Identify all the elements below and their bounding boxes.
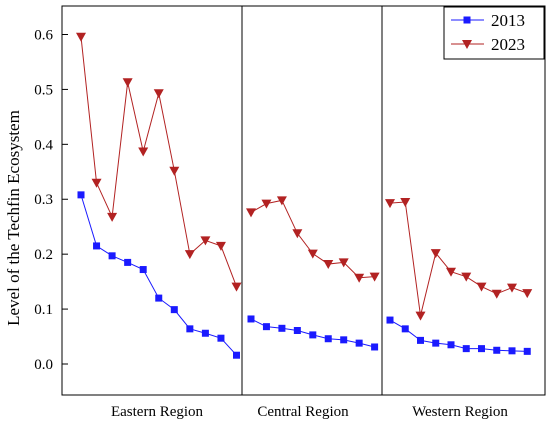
data-point — [122, 78, 133, 88]
data-point — [233, 351, 240, 359]
data-point — [461, 272, 472, 282]
y-tick-label: 0.1 — [34, 302, 53, 318]
data-point — [124, 258, 132, 266]
data-point — [231, 282, 242, 292]
series-line — [389, 201, 528, 316]
data-point — [292, 229, 303, 239]
data-point — [169, 166, 180, 176]
data-point — [401, 325, 409, 333]
data-point — [293, 327, 301, 335]
data-point — [508, 347, 516, 355]
series-line — [250, 199, 375, 279]
series-2023 — [76, 32, 533, 321]
series-2013 — [77, 191, 531, 359]
data-point — [170, 306, 178, 314]
y-tick-label: 0.5 — [34, 82, 53, 98]
legend-label: 2023 — [491, 35, 525, 54]
data-point — [107, 212, 118, 222]
series-line — [80, 194, 237, 356]
data-point — [463, 16, 471, 24]
y-axis-title: Level of the Techfin Ecosystem — [4, 110, 23, 326]
legend-item: 2013 — [451, 11, 525, 30]
data-point — [76, 32, 86, 42]
data-point — [354, 273, 365, 283]
data-point — [324, 335, 332, 343]
plot-frame — [61, 5, 546, 396]
data-point — [278, 324, 286, 332]
data-point — [386, 316, 394, 324]
y-tick-label: 0.4 — [34, 137, 53, 153]
data-point — [523, 347, 531, 355]
data-point — [415, 311, 426, 321]
region-label: Western Region — [412, 404, 508, 420]
data-point — [340, 336, 348, 344]
data-point — [309, 331, 317, 339]
data-point — [139, 266, 147, 274]
data-point — [215, 241, 226, 251]
data-point — [217, 334, 225, 342]
region-label: Central Region — [257, 404, 349, 420]
data-point — [261, 199, 272, 209]
data-point — [476, 282, 487, 292]
data-point — [276, 196, 287, 206]
data-point — [430, 249, 441, 259]
legend: 2013 2023 — [443, 6, 545, 60]
series-line — [80, 36, 237, 287]
legend-item: 2023 — [451, 35, 525, 54]
plot-axes: 0.0 0.1 0.2 0.3 0.4 0.5 0.6 Eastern Region Centr… — [34, 5, 546, 420]
data-point — [186, 325, 194, 333]
data-point — [153, 89, 164, 99]
data-point — [462, 40, 472, 49]
data-point — [262, 323, 270, 331]
data-point — [93, 242, 101, 250]
data-point — [355, 339, 363, 347]
data-point — [400, 197, 411, 207]
data-point — [247, 315, 255, 323]
legend-label: 2013 — [491, 11, 525, 30]
data-point — [493, 346, 501, 354]
data-point — [91, 178, 102, 188]
data-point — [447, 341, 455, 349]
data-point — [246, 208, 256, 218]
data-point — [369, 272, 380, 282]
data-point — [200, 236, 211, 246]
data-point — [307, 249, 318, 259]
data-point — [77, 191, 85, 199]
y-tick-label: 0.3 — [34, 192, 53, 208]
data-point — [478, 345, 485, 353]
data-point — [491, 289, 502, 299]
data-point — [323, 260, 334, 270]
data-point — [184, 250, 195, 260]
data-point — [446, 267, 456, 277]
data-point — [507, 283, 517, 293]
data-point — [138, 147, 149, 157]
data-point — [522, 289, 533, 299]
y-tick-label: 0.6 — [34, 27, 53, 43]
data-point — [155, 294, 163, 302]
data-point — [108, 252, 116, 260]
series-layer — [76, 32, 533, 359]
series-line — [389, 319, 528, 352]
data-point — [371, 343, 379, 351]
data-point — [432, 339, 440, 347]
data-point — [417, 336, 424, 344]
legend-box — [443, 6, 545, 60]
data-point — [201, 329, 209, 337]
data-point — [385, 199, 395, 209]
y-tick-label: 0.0 — [34, 357, 53, 373]
y-tick-label: 0.2 — [34, 247, 53, 263]
region-label: Eastern Region — [111, 404, 204, 420]
data-point — [462, 345, 470, 353]
data-point — [338, 258, 349, 268]
